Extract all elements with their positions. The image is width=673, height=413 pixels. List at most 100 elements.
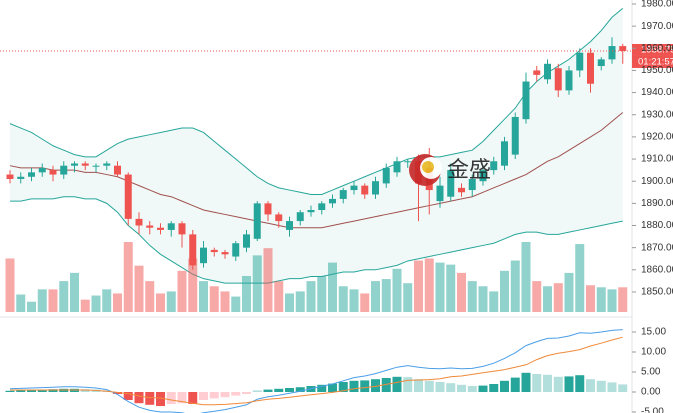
- volume-bar: [274, 281, 284, 312]
- candle-body: [339, 190, 347, 199]
- y-tick-label: 1940.00: [641, 87, 673, 98]
- volume-bar: [113, 293, 122, 312]
- candle-body: [458, 187, 465, 193]
- y-tick-label: 1920.00: [641, 132, 673, 143]
- macd-bar: [360, 380, 370, 392]
- y-tick-label: 1850.00: [641, 287, 673, 298]
- volume-bar: [414, 260, 423, 312]
- volume-bar: [328, 262, 337, 312]
- volume-bar: [317, 275, 327, 312]
- volume-bar: [510, 260, 520, 312]
- candle-body: [232, 243, 240, 257]
- candle-body: [81, 163, 89, 166]
- macd-bar: [457, 384, 466, 392]
- band-fill: [10, 8, 623, 284]
- volume-bar: [371, 281, 380, 312]
- volume-bar: [5, 258, 15, 312]
- macd-layer: [5, 329, 628, 413]
- y-tick-label: 1970.00: [641, 21, 673, 32]
- candle-body: [318, 203, 326, 210]
- macd-bar: [37, 389, 47, 392]
- volume-bar: [27, 301, 36, 312]
- macd-bar: [5, 390, 15, 392]
- macd-bar: [274, 388, 284, 392]
- candle-body: [372, 181, 379, 195]
- macd-bar: [80, 389, 90, 392]
- volume-bar: [575, 244, 585, 312]
- volume-bar: [403, 283, 413, 312]
- volume-bar: [424, 258, 434, 312]
- candle-body: [393, 161, 401, 173]
- candle-body: [92, 165, 100, 167]
- candle-body: [275, 214, 283, 222]
- volume-bar: [145, 281, 155, 312]
- macd-bar: [199, 392, 208, 400]
- candle-body: [382, 167, 390, 184]
- volume-bar: [242, 275, 251, 312]
- candle-body: [522, 81, 530, 120]
- bands-layer: [9, 8, 624, 284]
- y-tick-label: 1870.00: [641, 242, 673, 253]
- candle-body: [619, 46, 627, 51]
- volume-bar: [457, 272, 466, 312]
- volume-bar: [500, 270, 509, 312]
- y-tick-label: 1890.00: [641, 198, 673, 209]
- volume-bar: [489, 291, 499, 312]
- candle-body: [576, 52, 584, 71]
- candle-body: [71, 163, 78, 166]
- macd-tick-label: 10.00: [641, 347, 666, 358]
- volume-bar: [156, 293, 165, 312]
- macd-bar: [575, 375, 585, 392]
- volume-bar: [392, 268, 402, 312]
- macd-bar: [338, 382, 348, 392]
- volume-bar: [618, 287, 628, 312]
- macd-bar: [532, 374, 542, 392]
- candle-body: [49, 170, 57, 175]
- macd-bar: [381, 378, 391, 392]
- band-line: [9, 8, 624, 195]
- candle-body: [178, 223, 186, 235]
- candle-body: [221, 252, 229, 255]
- macd-bar: [510, 377, 520, 392]
- macd-bar: [188, 392, 198, 404]
- candle-body: [103, 163, 111, 166]
- watermark: 金盛: [409, 154, 491, 186]
- macd-tick-label: 15.00: [641, 327, 666, 338]
- candle-body: [565, 70, 573, 91]
- volume-bar: [231, 296, 241, 312]
- candle-body: [189, 234, 197, 266]
- y-tick-label: 1910.00: [641, 154, 673, 165]
- volume-bar: [37, 289, 47, 312]
- macd-bar: [467, 386, 477, 392]
- volume-bar: [467, 281, 477, 312]
- volume-bar: [564, 272, 574, 312]
- candle-body: [157, 227, 164, 230]
- candle-body: [167, 223, 175, 230]
- macd-bar: [446, 383, 456, 392]
- macd-bar: [521, 372, 531, 392]
- volume-bar: [263, 248, 273, 312]
- logo-dot: [422, 161, 434, 173]
- macd-bar: [607, 382, 617, 392]
- candle-body: [468, 178, 476, 191]
- macd-bar: [295, 387, 305, 392]
- macd-bar: [414, 379, 423, 392]
- candle-body: [350, 185, 358, 191]
- volume-bar: [285, 293, 294, 312]
- volume-bar: [553, 283, 563, 312]
- volume-bar: [48, 289, 58, 312]
- macd-bar: [424, 380, 434, 392]
- macd-bar: [16, 390, 26, 392]
- candle-body: [608, 46, 616, 60]
- volume-bar: [478, 286, 488, 312]
- y-tick-label: 1880.00: [641, 220, 673, 231]
- candle-body: [404, 161, 412, 163]
- macd-bar: [371, 379, 380, 392]
- band-line: [9, 112, 624, 229]
- macd-line: [10, 336, 623, 406]
- macd-bar: [435, 382, 445, 392]
- macd-bar: [134, 392, 144, 404]
- macd-bar: [242, 392, 251, 394]
- volume-bar: [338, 286, 348, 312]
